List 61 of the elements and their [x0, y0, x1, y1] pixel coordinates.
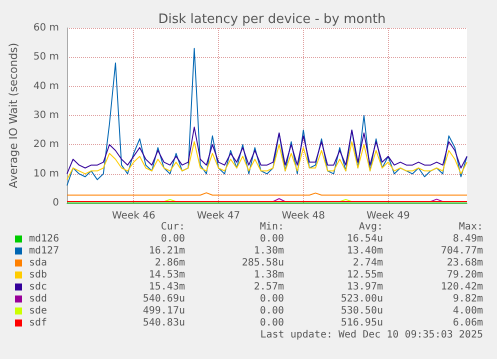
text: 2.74m — [352, 258, 383, 268]
chart-title: Disk latency per device - by month — [158, 12, 386, 27]
y-tick-label: 40 m — [33, 80, 59, 92]
text: 14.53m — [148, 270, 185, 280]
legend-label: sdd — [29, 294, 48, 304]
text: 79.20m — [446, 270, 483, 280]
legend-label: md126 — [29, 234, 60, 244]
y-tick-label: 50 m — [33, 52, 59, 63]
legend-label: md127 — [29, 246, 60, 256]
legend-label: sda — [29, 258, 48, 268]
text: Last update: Wed Dec 10 09:35:03 2025 — [260, 330, 483, 340]
y-tick-label: 10 m — [33, 168, 59, 180]
text: Avg: — [358, 222, 383, 232]
text: 704.77m — [440, 246, 483, 256]
line-series — [66, 126, 468, 174]
text: 13.97m — [346, 282, 383, 292]
text: Min: — [260, 222, 284, 232]
legend-label: sde — [29, 306, 48, 316]
text: 0.00 — [260, 234, 284, 244]
text: 0.00 — [260, 306, 284, 316]
y-tick-label: 30 m — [33, 110, 59, 121]
y-tick-label: 20 m — [33, 139, 59, 150]
text: 540.83u — [142, 318, 185, 328]
text: 9.82m — [452, 294, 483, 304]
text: 499.17u — [142, 306, 185, 316]
text: Max: — [458, 222, 483, 232]
text: 0.00 — [260, 318, 284, 328]
text: 16.21m — [148, 246, 185, 256]
y-axis-title: Average IO Wait (seconds) — [7, 42, 20, 188]
y-tick-label: 60 m — [33, 22, 59, 34]
text: 1.38m — [254, 270, 284, 280]
line-series — [66, 48, 468, 186]
text: 516.95u — [340, 318, 383, 328]
text: 23.68m — [446, 258, 483, 268]
text: 13.40m — [346, 246, 383, 256]
text: 523.00u — [340, 294, 383, 304]
text: 120.42m — [440, 282, 483, 292]
line-series — [66, 141, 468, 180]
text: 0.00 — [160, 234, 185, 244]
text: 12.55m — [346, 270, 383, 280]
text: Cur: — [160, 222, 185, 232]
x-tick-label: Week 49 — [366, 210, 410, 222]
x-tick-label: Week 47 — [196, 210, 240, 222]
text: 530.50u — [340, 306, 383, 316]
text: 540.69u — [142, 294, 185, 304]
legend-label: sdb — [29, 270, 48, 280]
text: 8.49m — [452, 234, 483, 244]
text: 16.54u — [346, 234, 383, 244]
legend-label: sdc — [29, 282, 48, 292]
y-tick-label: 0 — [52, 198, 59, 208]
x-tick-label: Week 46 — [112, 210, 156, 222]
text: 1.30m — [254, 246, 284, 256]
text: 2.57m — [254, 282, 284, 292]
text: 4.00m — [452, 306, 483, 316]
text: 0.00 — [260, 294, 284, 304]
text: 285.58u — [242, 258, 284, 268]
x-tick-label: Week 48 — [282, 210, 326, 222]
text: 15.43m — [148, 282, 185, 292]
text: 6.06m — [452, 318, 483, 328]
legend-label: sdf — [29, 318, 48, 328]
text: 2.86m — [154, 258, 185, 268]
